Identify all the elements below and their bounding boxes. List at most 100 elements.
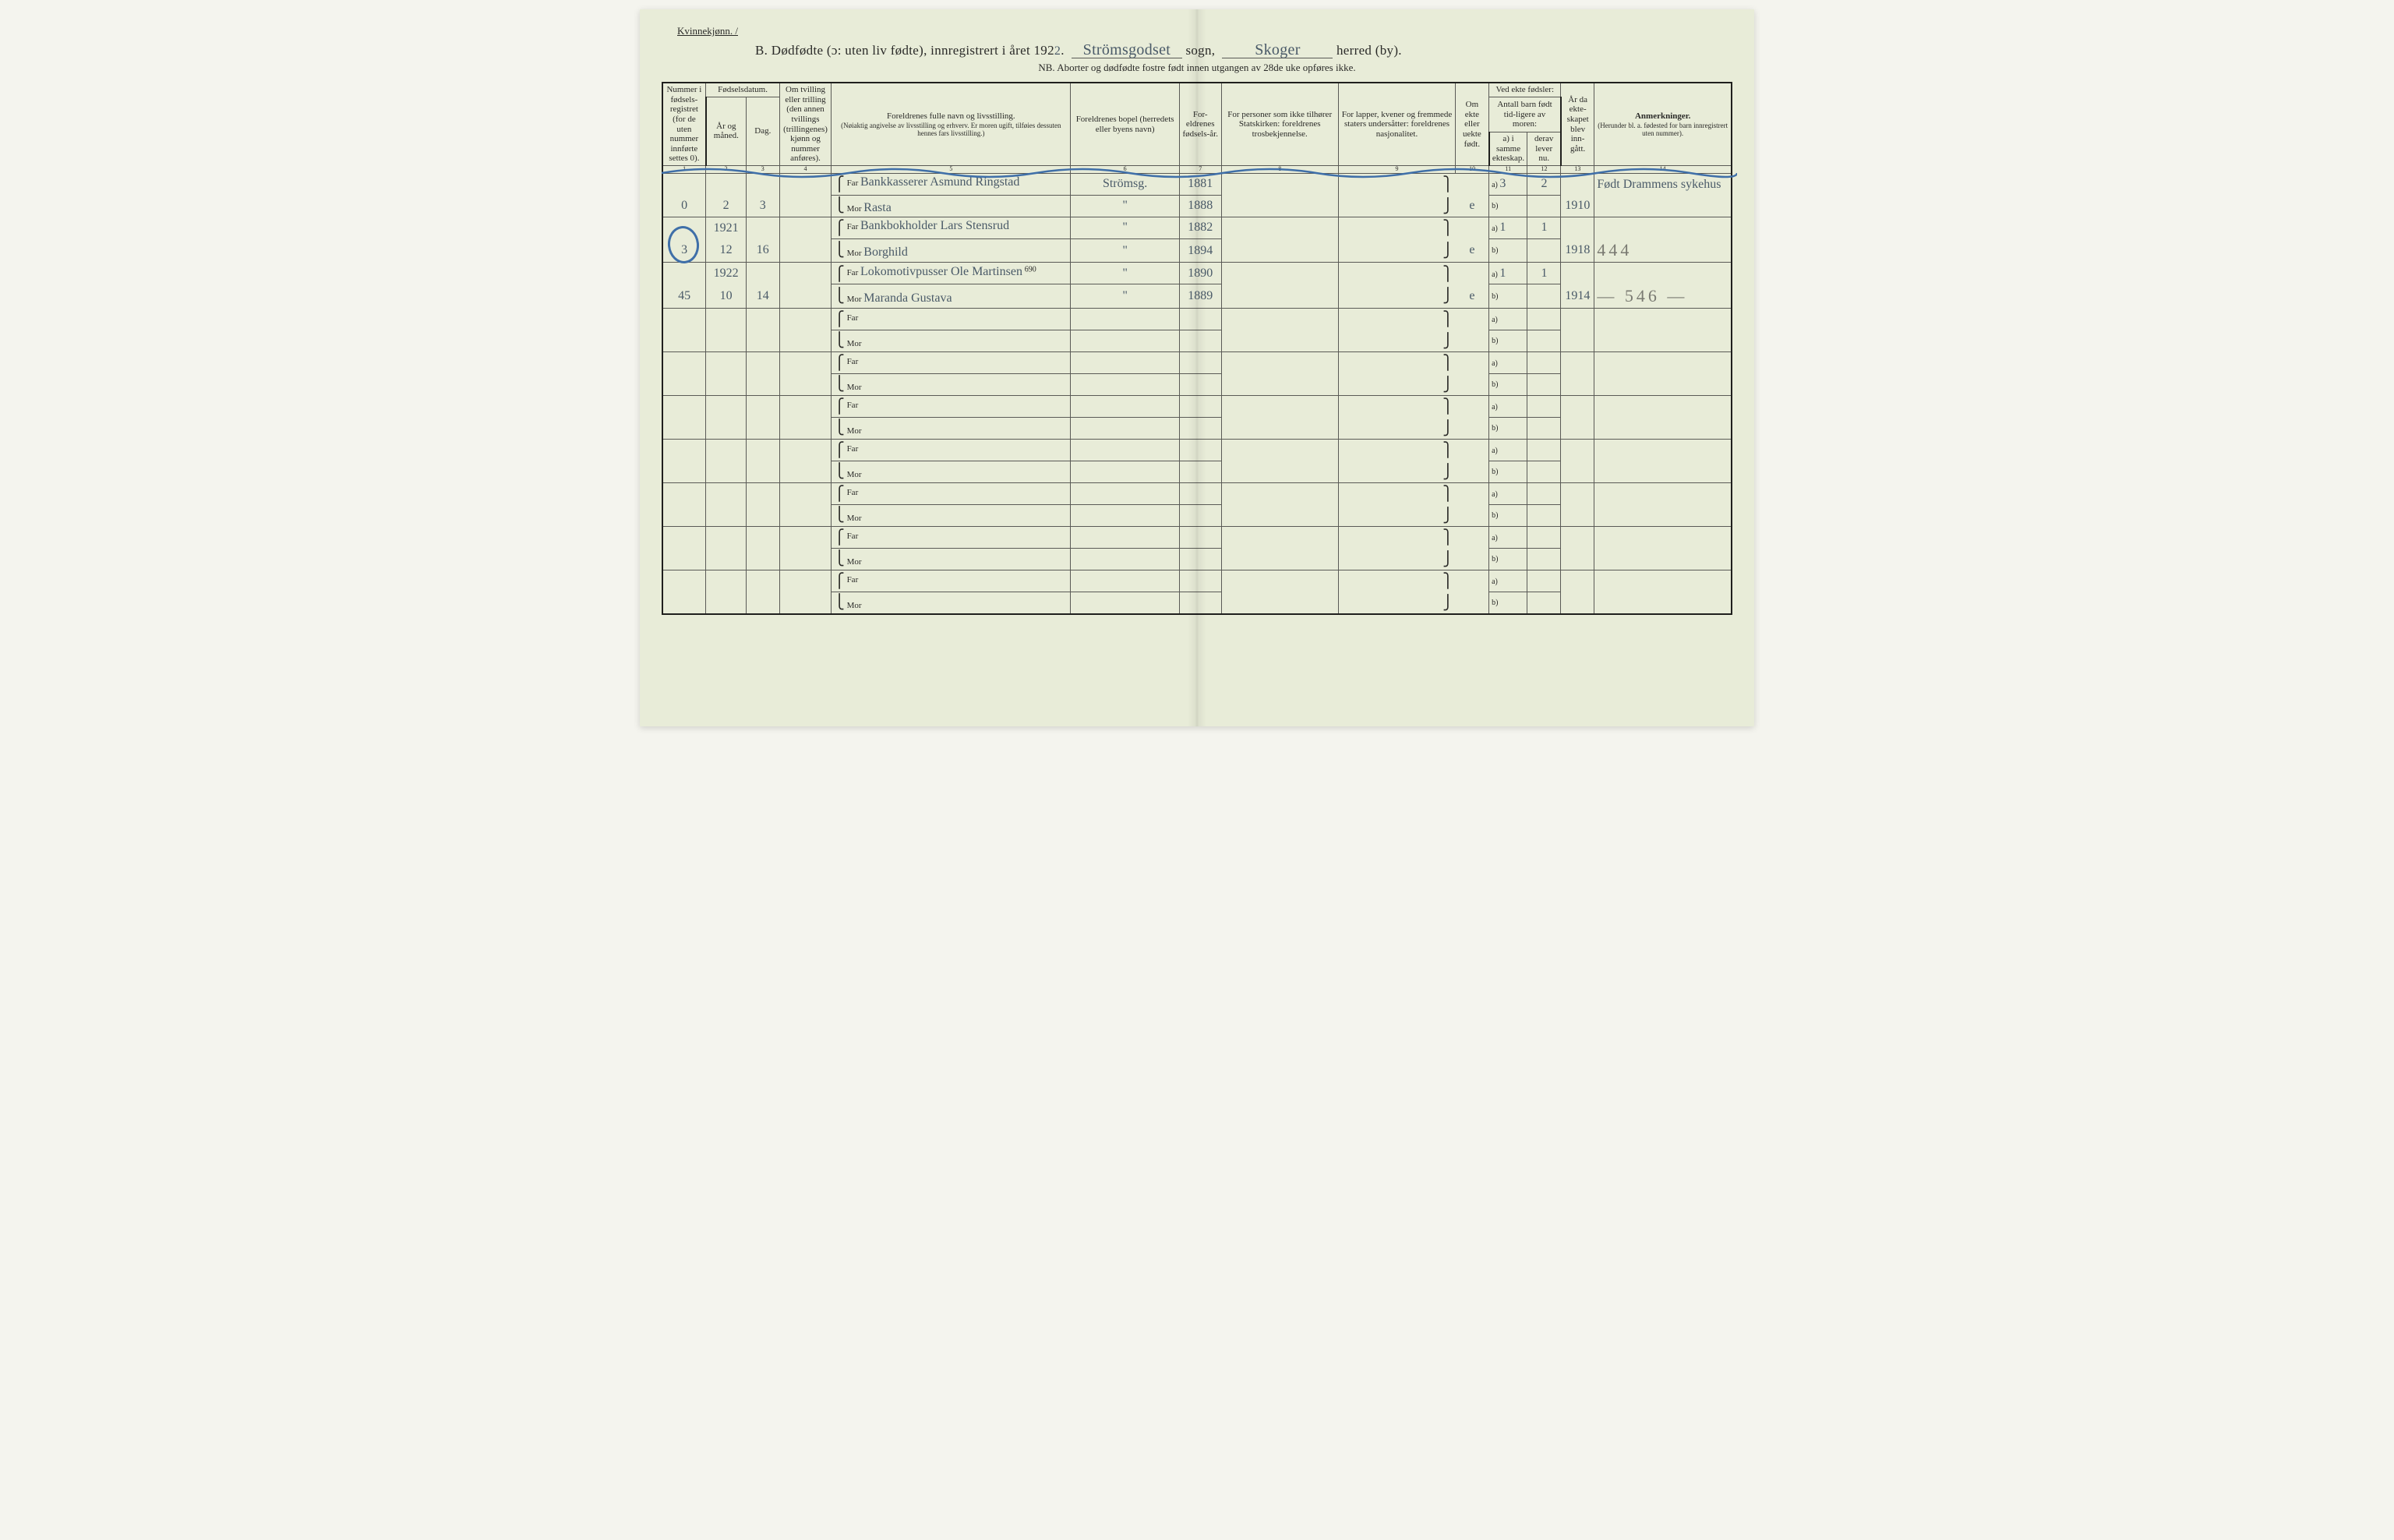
day	[746, 461, 779, 482]
ekte	[1456, 504, 1489, 526]
bopel: "	[1071, 195, 1180, 217]
parent-name-cell: ⎧ Far	[832, 570, 1071, 592]
col-11-top: Ved ekte fødsler:	[1489, 83, 1561, 97]
anm-pencil: 444	[1594, 238, 1732, 263]
ekte-cell	[1456, 439, 1489, 461]
year-top: 1922	[706, 263, 747, 284]
c12a	[1527, 526, 1561, 548]
reg-no: 0	[662, 195, 706, 217]
parent-year: 1890	[1179, 263, 1221, 284]
ekte: e	[1456, 284, 1489, 309]
c13	[1561, 482, 1594, 504]
col-8-header: For personer som ikke tilhører Statskirk…	[1221, 83, 1338, 166]
parent-year	[1179, 570, 1221, 592]
c13	[1561, 548, 1594, 570]
parent-name-cell: ⎧ Far	[832, 482, 1071, 504]
c11b: b)	[1489, 592, 1527, 614]
reg-no-cell	[662, 482, 706, 504]
reg-no-cell	[662, 526, 706, 548]
year-top	[706, 308, 747, 330]
ekte	[1456, 417, 1489, 439]
ledger-table: Nummer i fødsels-registret (for de uten …	[662, 82, 1732, 615]
c12a	[1527, 308, 1561, 330]
parent-year	[1179, 548, 1221, 570]
title-line: B. Dødfødte (ɔ: uten liv fødte), innregi…	[755, 42, 1732, 58]
parent-name-cell: ⎩ Mor	[832, 461, 1071, 482]
reg-no	[662, 504, 706, 526]
reg-no	[662, 548, 706, 570]
c13	[1561, 395, 1594, 417]
column-number: 11	[1489, 166, 1527, 174]
anm-pencil	[1594, 417, 1732, 439]
column-number: 14	[1594, 166, 1732, 174]
column-number: 7	[1179, 166, 1221, 174]
parent-year	[1179, 351, 1221, 373]
parent-year	[1179, 482, 1221, 504]
c13	[1561, 439, 1594, 461]
bopel	[1071, 504, 1180, 526]
table-row: ⎧ Far ⎫ a)	[662, 482, 1732, 504]
parent-name-cell: ⎩ Mor Maranda Gustava	[832, 284, 1071, 309]
year-top: 1921	[706, 217, 747, 238]
col-11-mid: Antall barn født tid-ligere av moren:	[1489, 97, 1561, 132]
table-row: 1921⎧ Far Bankbokholder Lars Stensrud"18…	[662, 217, 1732, 238]
parent-year	[1179, 417, 1221, 439]
ekte	[1456, 330, 1489, 351]
anm-cell	[1594, 308, 1732, 330]
col-4-header: Om tvilling eller trilling (den annen tv…	[779, 83, 832, 166]
c11b: b)	[1489, 504, 1527, 526]
reg-no-cell	[662, 263, 706, 284]
ekte-cell	[1456, 482, 1489, 504]
c12b	[1527, 238, 1561, 263]
bopel	[1071, 439, 1180, 461]
table-row: ⎧ Far ⎫a)	[662, 570, 1732, 592]
year-month	[706, 548, 747, 570]
c12b	[1527, 195, 1561, 217]
col9: ⎫	[1338, 351, 1455, 373]
year-top	[706, 439, 747, 461]
table-row: ⎩ Mor ⎭b)	[662, 504, 1732, 526]
reg-no-cell	[662, 173, 706, 195]
reg-no	[662, 461, 706, 482]
ekte	[1456, 461, 1489, 482]
anm-cell	[1594, 351, 1732, 373]
c11a: a) 3	[1489, 173, 1527, 195]
day	[746, 330, 779, 351]
bopel	[1071, 592, 1180, 614]
col9: ⎫	[1338, 482, 1455, 504]
anm-pencil	[1594, 461, 1732, 482]
day	[746, 417, 779, 439]
year-month: 2	[706, 195, 747, 217]
day: 14	[746, 284, 779, 309]
ekte-cell	[1456, 263, 1489, 284]
parent-name-cell: ⎩ Mor	[832, 504, 1071, 526]
c11b: b)	[1489, 284, 1527, 309]
c12a	[1527, 482, 1561, 504]
anm-cell	[1594, 526, 1732, 548]
c11a: a)	[1489, 482, 1527, 504]
col-14-header: Anmerkninger. (Herunder bl. a. fødested …	[1594, 83, 1732, 166]
anm-pencil	[1594, 592, 1732, 614]
c13	[1561, 173, 1594, 195]
parent-year: 1881	[1179, 173, 1221, 195]
c11a: a)	[1489, 351, 1527, 373]
bopel	[1071, 417, 1180, 439]
bopel: "	[1071, 284, 1180, 309]
c12a: 2	[1527, 173, 1561, 195]
column-number: 4	[779, 166, 832, 174]
reg-no: 3	[662, 238, 706, 263]
year-top	[706, 173, 747, 195]
col-5-header: Foreldrenes fulle navn og livsstilling. …	[832, 83, 1071, 166]
ekte-cell	[1456, 570, 1489, 592]
ekte	[1456, 592, 1489, 614]
year-month: 12	[706, 238, 747, 263]
c12a	[1527, 351, 1561, 373]
c13	[1561, 570, 1594, 592]
anm-pencil	[1594, 548, 1732, 570]
column-number: 1	[662, 166, 706, 174]
anm-cell	[1594, 482, 1732, 504]
col-9-header: For lapper, kvener og fremmede staters u…	[1338, 83, 1455, 166]
col9: ⎫	[1338, 526, 1455, 548]
c11a: a)	[1489, 439, 1527, 461]
parent-name-cell: ⎧ Far	[832, 351, 1071, 373]
